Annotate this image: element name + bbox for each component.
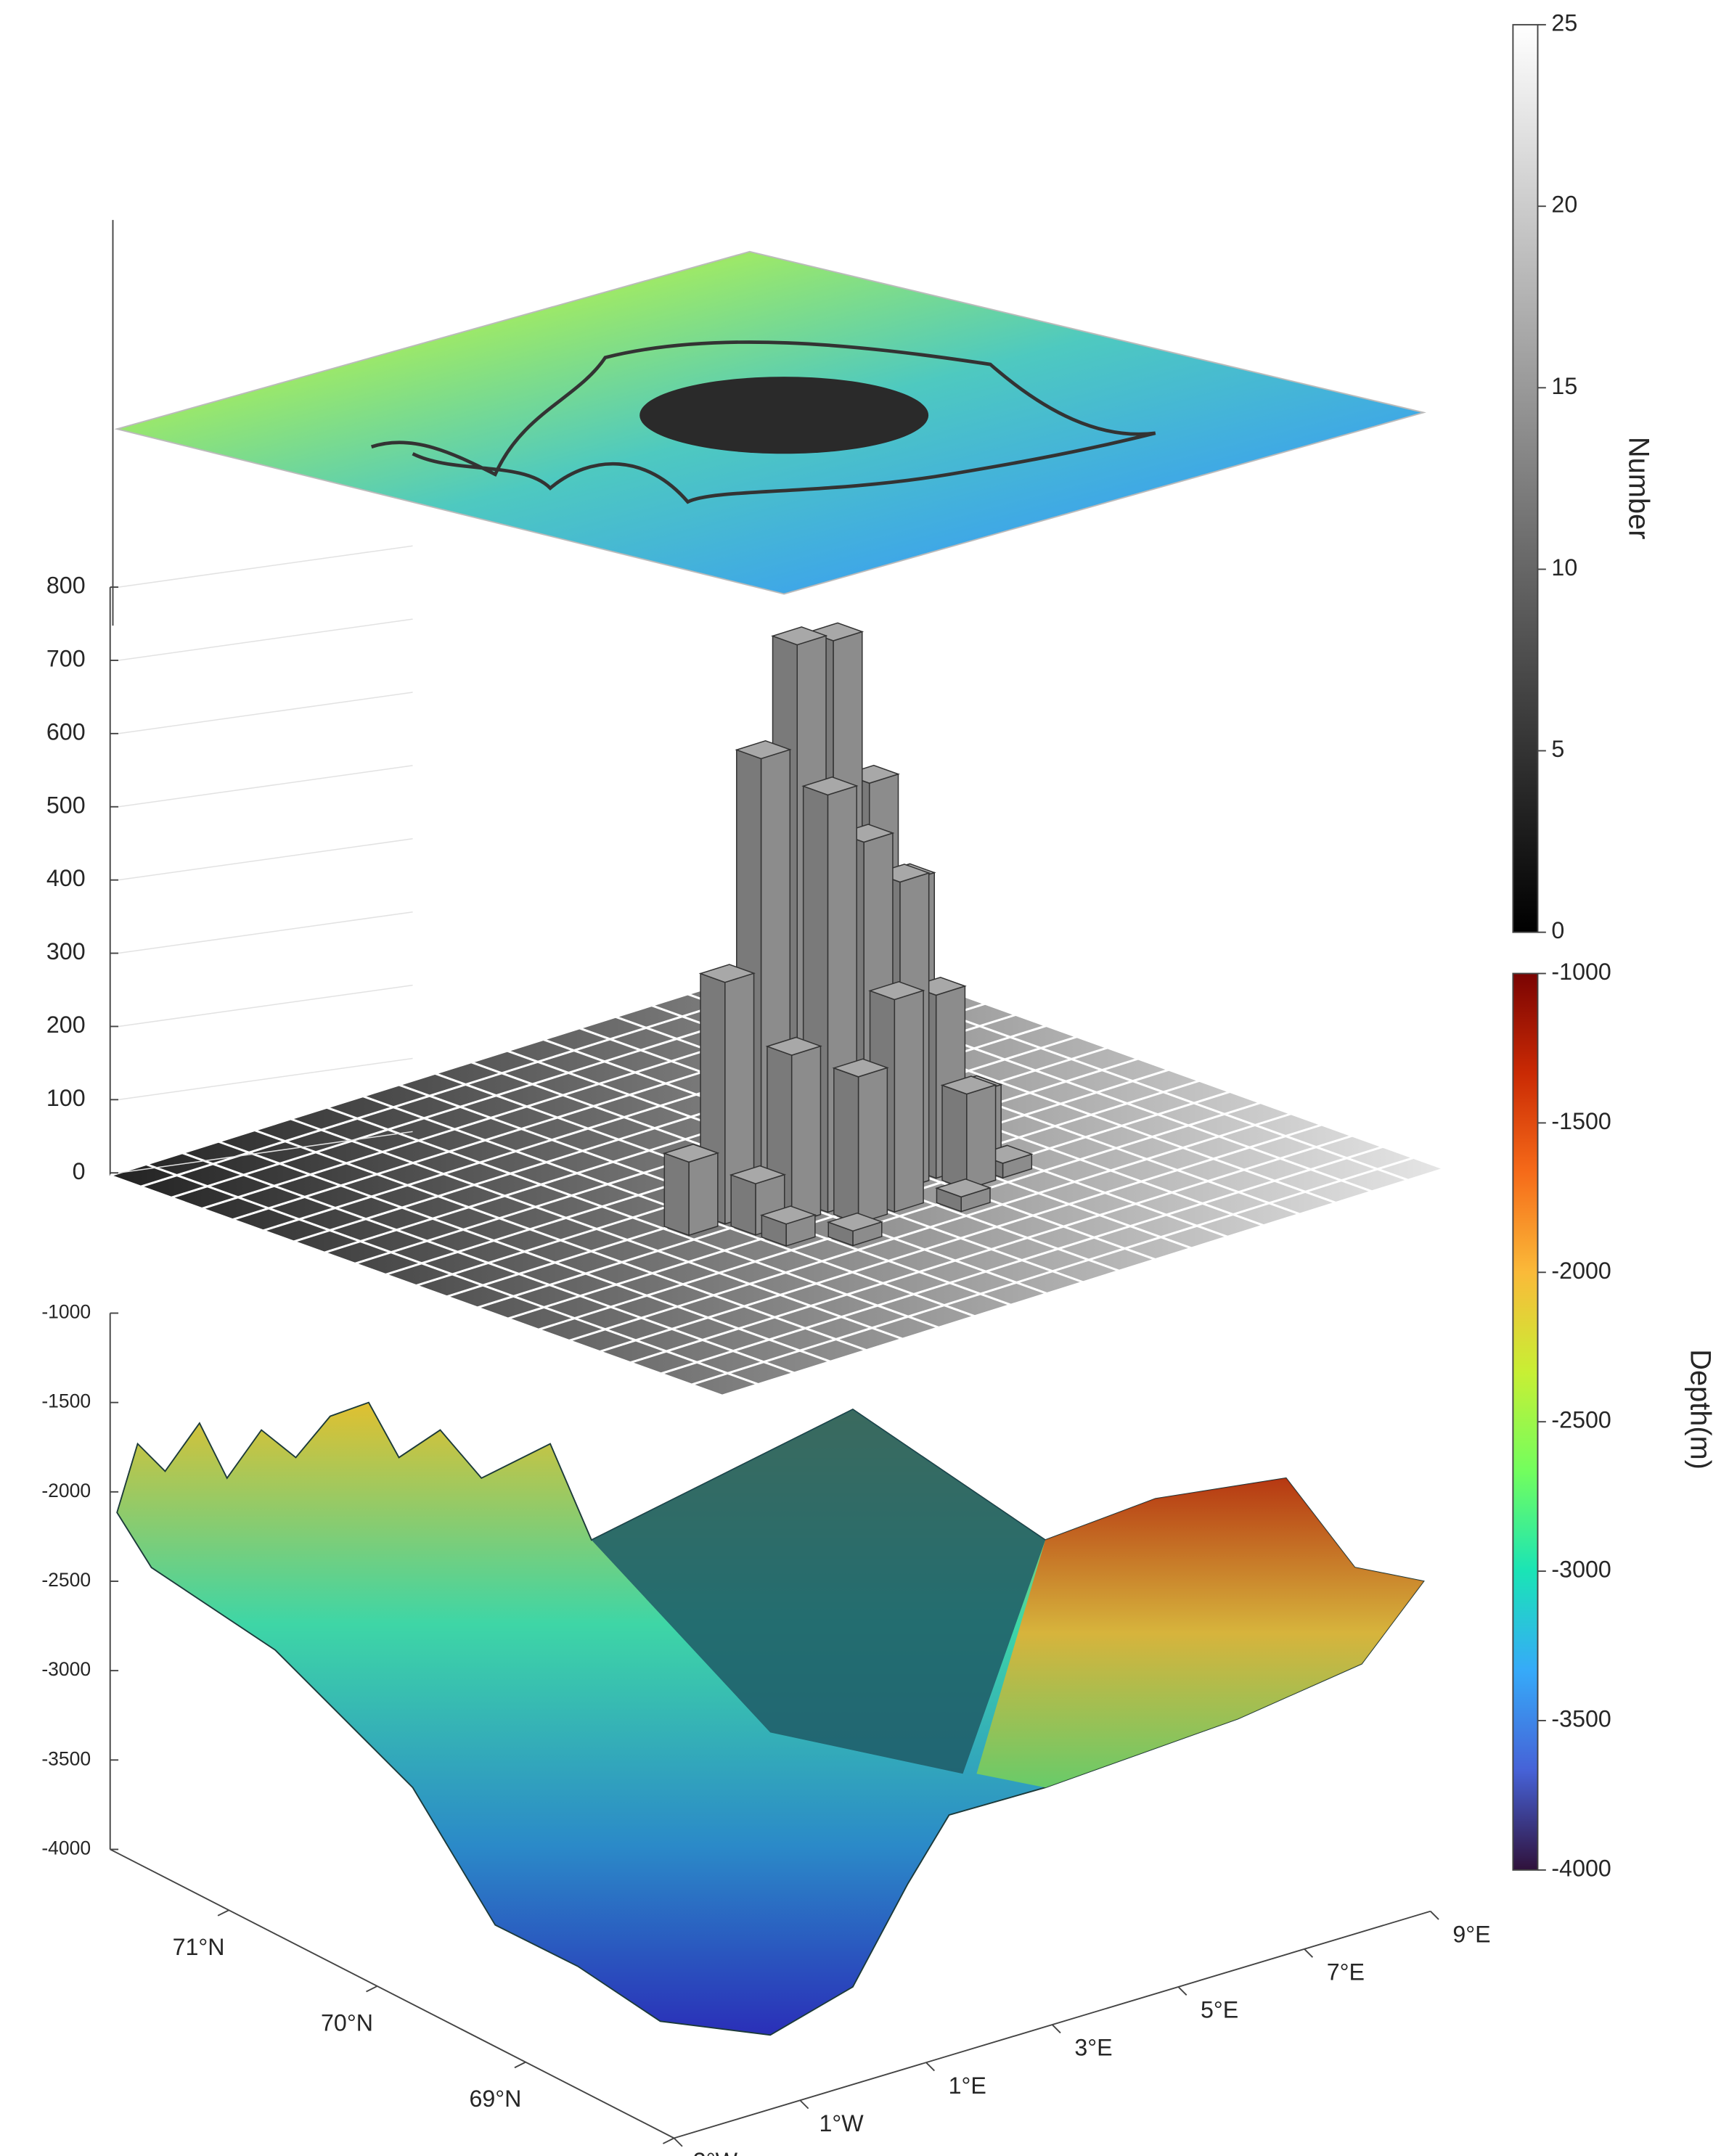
grid-line xyxy=(118,1057,413,1101)
lat-tick-label: 71°N xyxy=(173,1934,225,1960)
depth-tick-label: -3500 xyxy=(41,1747,91,1769)
lat-tick xyxy=(217,1909,229,1917)
lat-tick xyxy=(662,2137,674,2144)
bar-face xyxy=(730,1173,756,1236)
lat-tick-label: 70°N xyxy=(321,2010,373,2036)
lon-tick-label: 7°E xyxy=(1327,1959,1365,1985)
depth-ridge xyxy=(976,1477,1424,1788)
bar xyxy=(940,1075,997,1190)
bar xyxy=(826,1212,884,1247)
colorbar-tick-label: 25 xyxy=(1551,10,1577,36)
lat-tick xyxy=(366,1985,378,1993)
bar-face xyxy=(663,1152,690,1237)
bar-top xyxy=(771,626,828,646)
depth-tick-label: -2500 xyxy=(41,1569,91,1591)
colorbar xyxy=(1512,24,1539,933)
bar-top xyxy=(801,776,859,796)
colorbar-tick-label: -2500 xyxy=(1551,1407,1611,1433)
colorbar-tick-label: 0 xyxy=(1551,917,1564,943)
lon-tick-label: 5°E xyxy=(1201,1997,1238,2023)
depth-tick-label: -3000 xyxy=(41,1658,91,1680)
grid-line xyxy=(118,984,413,1028)
bar-face xyxy=(941,1084,968,1190)
lat-axis xyxy=(110,1848,675,2139)
bar xyxy=(759,1205,817,1247)
lat-tick xyxy=(514,2061,526,2069)
depth-basin xyxy=(591,1409,1046,1774)
colorbar-label: Depth(m) xyxy=(1685,1349,1717,1470)
colorbar-tick-label: -4000 xyxy=(1551,1855,1611,1881)
colorbar-tick-label: -1000 xyxy=(1551,959,1611,985)
grid-line xyxy=(118,838,413,881)
plane-grid xyxy=(722,1168,1445,1397)
z-tick-label: 0 xyxy=(73,1158,86,1184)
grid-line xyxy=(118,692,413,734)
grid-line xyxy=(118,765,413,808)
colorbar-tick-label: 5 xyxy=(1551,736,1564,762)
bar-face xyxy=(688,1152,719,1237)
z-tick-label: 300 xyxy=(46,938,86,964)
colorbar-tick-label: 10 xyxy=(1551,554,1577,581)
lon-tick xyxy=(1430,1911,1439,1920)
bar xyxy=(832,1058,889,1224)
bar-top xyxy=(759,1205,817,1225)
grid-line xyxy=(118,618,413,661)
bar xyxy=(935,1178,992,1213)
lon-tick xyxy=(1304,1948,1314,1958)
colorbar-tick-label: 20 xyxy=(1551,192,1577,218)
lon-tick xyxy=(799,2099,809,2110)
depth-tick-label: -1500 xyxy=(41,1390,91,1412)
colorbar-label: Number xyxy=(1622,437,1654,539)
colorbar-tick-label: -3500 xyxy=(1551,1706,1611,1732)
depth-tick-label: -4000 xyxy=(41,1837,91,1858)
lon-tick xyxy=(1051,2024,1061,2034)
grid-line xyxy=(118,911,413,954)
lon-tick-label: 1°W xyxy=(819,2110,864,2136)
lon-tick-label: 1°E xyxy=(949,2073,986,2099)
bar-top xyxy=(832,1058,889,1078)
lon-tick-label: 3°W xyxy=(693,2148,738,2156)
z-tick-label: 400 xyxy=(46,865,86,891)
colorbar-tick-label: -3000 xyxy=(1551,1557,1611,1583)
bar-top xyxy=(662,1143,720,1163)
bar-top xyxy=(698,964,756,983)
z-tick-label: 500 xyxy=(46,792,86,818)
bar-face xyxy=(894,989,924,1213)
colorbar xyxy=(1512,972,1539,1871)
grid-line xyxy=(118,545,413,588)
z-tick-label: 600 xyxy=(46,718,86,745)
bar-top xyxy=(935,1178,992,1198)
colorbar-tick-label: -2000 xyxy=(1551,1258,1611,1284)
bar-top xyxy=(826,1212,884,1232)
z-tick-label: 100 xyxy=(46,1085,86,1111)
bar-top xyxy=(868,981,925,1001)
lon-tick xyxy=(925,2062,935,2072)
track xyxy=(370,340,1156,504)
bar xyxy=(662,1143,720,1237)
grid-line xyxy=(118,1131,413,1173)
depth-tick-label: -2000 xyxy=(41,1480,91,1501)
bar-face xyxy=(833,1067,859,1224)
bar-top xyxy=(940,1075,997,1095)
depth-tick-label: -1000 xyxy=(41,1301,91,1323)
lon-tick-label: 9°E xyxy=(1452,1921,1490,1947)
lon-tick xyxy=(673,2137,683,2147)
z-tick-label: 800 xyxy=(46,573,86,599)
bar-top xyxy=(765,1036,822,1056)
bar-top xyxy=(735,740,792,760)
lat-tick-label: 69°N xyxy=(469,2086,521,2112)
bar-face xyxy=(966,1084,997,1190)
lon-tick xyxy=(1177,1986,1188,1996)
bar-face xyxy=(790,1045,822,1225)
z-tick-label: 700 xyxy=(46,645,86,671)
z-tick-label: 200 xyxy=(46,1012,86,1038)
bar-face xyxy=(857,1067,888,1224)
colorbar-tick-label: -1500 xyxy=(1551,1108,1611,1134)
lon-tick-label: 3°E xyxy=(1074,2035,1112,2061)
colorbar-tick-label: 15 xyxy=(1551,373,1577,399)
bar-top xyxy=(729,1165,787,1184)
track-cluster xyxy=(639,377,929,454)
